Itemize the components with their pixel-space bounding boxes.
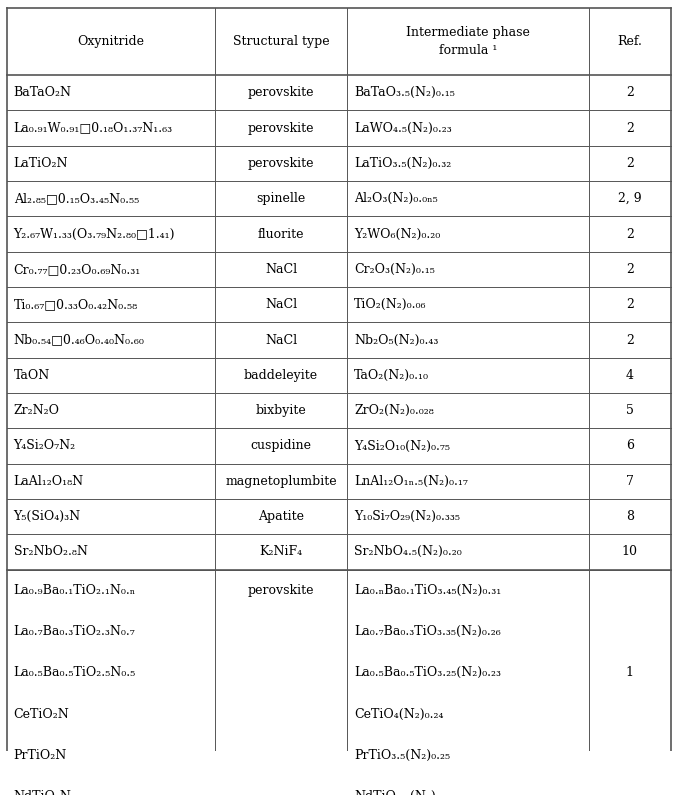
Text: 2: 2 (626, 87, 634, 99)
Text: fluorite: fluorite (257, 227, 304, 241)
Text: La₀.₅Ba₀.₅TiO₂.₅N₀.₅: La₀.₅Ba₀.₅TiO₂.₅N₀.₅ (14, 666, 136, 680)
Text: La₀.₉₁W₀.₉₁□0.₁₈O₁.₃₇N₁.₆₃: La₀.₉₁W₀.₉₁□0.₁₈O₁.₃₇N₁.₆₃ (14, 122, 173, 134)
Text: 2: 2 (626, 334, 634, 347)
Text: TaON: TaON (14, 369, 50, 382)
Text: LaTiO₂N: LaTiO₂N (14, 157, 68, 170)
Text: perovskite: perovskite (248, 157, 314, 170)
Text: La₀.₇Ba₀.₃TiO₃.₃₅(N₂)₀.₂₆: La₀.₇Ba₀.₃TiO₃.₃₅(N₂)₀.₂₆ (354, 625, 501, 638)
Text: 2: 2 (626, 122, 634, 134)
Text: Cr₂O₃(N₂)₀.₁₅: Cr₂O₃(N₂)₀.₁₅ (354, 263, 435, 276)
Text: Y₅(SiO₄)₃N: Y₅(SiO₄)₃N (14, 510, 81, 523)
Text: Intermediate phase: Intermediate phase (407, 25, 530, 39)
Text: 1: 1 (626, 666, 634, 680)
Text: magnetoplumbite: magnetoplumbite (225, 475, 336, 488)
Text: BaTaO₂N: BaTaO₂N (14, 87, 72, 99)
Text: PrTiO₃.₅(N₂)₀.₂₅: PrTiO₃.₅(N₂)₀.₂₅ (354, 749, 450, 762)
Text: LaWO₄.₅(N₂)₀.₂₃: LaWO₄.₅(N₂)₀.₂₃ (354, 122, 452, 134)
Text: NaCl: NaCl (265, 263, 297, 276)
Text: LaTiO₃.₅(N₂)₀.₃₂: LaTiO₃.₅(N₂)₀.₃₂ (354, 157, 452, 170)
Text: LaAl₁₂O₁₈N: LaAl₁₂O₁₈N (14, 475, 84, 488)
Text: 10: 10 (622, 545, 638, 558)
Text: PrTiO₂N: PrTiO₂N (14, 749, 67, 762)
Text: La₀.₉Ba₀.₁TiO₂.₁N₀.ₙ: La₀.₉Ba₀.₁TiO₂.₁N₀.ₙ (14, 584, 136, 597)
Text: Y₂.₆₇W₁.₃₃(O₃.₇₉N₂.₈₀□1.₄₁): Y₂.₆₇W₁.₃₃(O₃.₇₉N₂.₈₀□1.₄₁) (14, 227, 175, 241)
Text: BaTaO₃.₅(N₂)₀.₁₅: BaTaO₃.₅(N₂)₀.₁₅ (354, 87, 455, 99)
Text: Apatite: Apatite (258, 510, 304, 523)
Text: TaO₂(N₂)₀.₁₀: TaO₂(N₂)₀.₁₀ (354, 369, 429, 382)
Text: 6: 6 (626, 440, 634, 452)
Text: TiO₂(N₂)₀.₀₆: TiO₂(N₂)₀.₀₆ (354, 298, 426, 311)
Text: Oxynitride: Oxynitride (77, 35, 144, 48)
Text: cuspidine: cuspidine (251, 440, 311, 452)
Text: Y₄Si₂O₁₀(N₂)₀.₇₅: Y₄Si₂O₁₀(N₂)₀.₇₅ (354, 440, 450, 452)
Text: perovskite: perovskite (248, 87, 314, 99)
Text: 2: 2 (626, 157, 634, 170)
Text: Al₂O₃(N₂)₀.₀ₙ₅: Al₂O₃(N₂)₀.₀ₙ₅ (354, 192, 438, 205)
Text: perovskite: perovskite (248, 584, 314, 597)
Text: 2, 9: 2, 9 (618, 192, 642, 205)
Text: 2: 2 (626, 227, 634, 241)
Text: 2: 2 (626, 263, 634, 276)
Text: CeTiO₂N: CeTiO₂N (14, 708, 69, 721)
Text: baddeleyite: baddeleyite (244, 369, 318, 382)
Text: La₀.ₙBa₀.₁TiO₃.₄₅(N₂)₀.₃₁: La₀.ₙBa₀.₁TiO₃.₄₅(N₂)₀.₃₁ (354, 584, 501, 597)
Text: bixbyite: bixbyite (255, 404, 306, 417)
Text: Structural type: Structural type (233, 35, 329, 48)
Text: Y₂WO₆(N₂)₀.₂₀: Y₂WO₆(N₂)₀.₂₀ (354, 227, 441, 241)
Text: Sr₂NbO₂.₈N: Sr₂NbO₂.₈N (14, 545, 87, 558)
Text: Al₂.₈₅□0.₁₅O₃.₄₅N₀.₅₅: Al₂.₈₅□0.₁₅O₃.₄₅N₀.₅₅ (14, 192, 139, 205)
Text: Nb₀.₅₄□0.₄₆O₀.₄₀N₀.₆₀: Nb₀.₅₄□0.₄₆O₀.₄₀N₀.₆₀ (14, 334, 144, 347)
Text: 7: 7 (626, 475, 634, 488)
Text: perovskite: perovskite (248, 122, 314, 134)
Text: Ti₀.₆₇□0.₃₃O₀.₄₂N₀.₅₈: Ti₀.₆₇□0.₃₃O₀.₄₂N₀.₅₈ (14, 298, 138, 311)
Text: K₂NiF₄: K₂NiF₄ (259, 545, 302, 558)
Text: 4: 4 (626, 369, 634, 382)
Text: Ref.: Ref. (618, 35, 642, 48)
Text: NdTiO₃.₅(N₂)₀.₂₆: NdTiO₃.₅(N₂)₀.₂₆ (354, 790, 455, 795)
Text: Y₁₀Si₇O₂₉(N₂)₀.₃₃₅: Y₁₀Si₇O₂₉(N₂)₀.₃₃₅ (354, 510, 460, 523)
Text: NaCl: NaCl (265, 298, 297, 311)
Text: LnAl₁₂O₁ₙ.₅(N₂)₀.₁₇: LnAl₁₂O₁ₙ.₅(N₂)₀.₁₇ (354, 475, 468, 488)
Text: La₀.₅Ba₀.₅TiO₃.₂₅(N₂)₀.₂₃: La₀.₅Ba₀.₅TiO₃.₂₅(N₂)₀.₂₃ (354, 666, 501, 680)
Text: CeTiO₄(N₂)₀.₂₄: CeTiO₄(N₂)₀.₂₄ (354, 708, 443, 721)
Text: Cr₀.₇₇□0.₂₃O₀.₆₉N₀.₃₁: Cr₀.₇₇□0.₂₃O₀.₆₉N₀.₃₁ (14, 263, 141, 276)
Text: Nb₂O₅(N₂)₀.₄₃: Nb₂O₅(N₂)₀.₄₃ (354, 334, 439, 347)
Text: La₀.₇Ba₀.₃TiO₂.₃N₀.₇: La₀.₇Ba₀.₃TiO₂.₃N₀.₇ (14, 625, 136, 638)
Text: formula ¹: formula ¹ (439, 44, 497, 57)
Text: Y₄Si₂O₇N₂: Y₄Si₂O₇N₂ (14, 440, 76, 452)
Text: NaCl: NaCl (265, 334, 297, 347)
Text: 5: 5 (626, 404, 634, 417)
Text: Sr₂NbO₄.₅(N₂)₀.₂₀: Sr₂NbO₄.₅(N₂)₀.₂₀ (354, 545, 462, 558)
Text: 8: 8 (626, 510, 634, 523)
Text: NdTiO₂N: NdTiO₂N (14, 790, 72, 795)
Text: ZrO₂(N₂)₀.₀₂₈: ZrO₂(N₂)₀.₀₂₈ (354, 404, 434, 417)
Text: Zr₂N₂O: Zr₂N₂O (14, 404, 60, 417)
Text: 2: 2 (626, 298, 634, 311)
Text: spinelle: spinelle (256, 192, 306, 205)
